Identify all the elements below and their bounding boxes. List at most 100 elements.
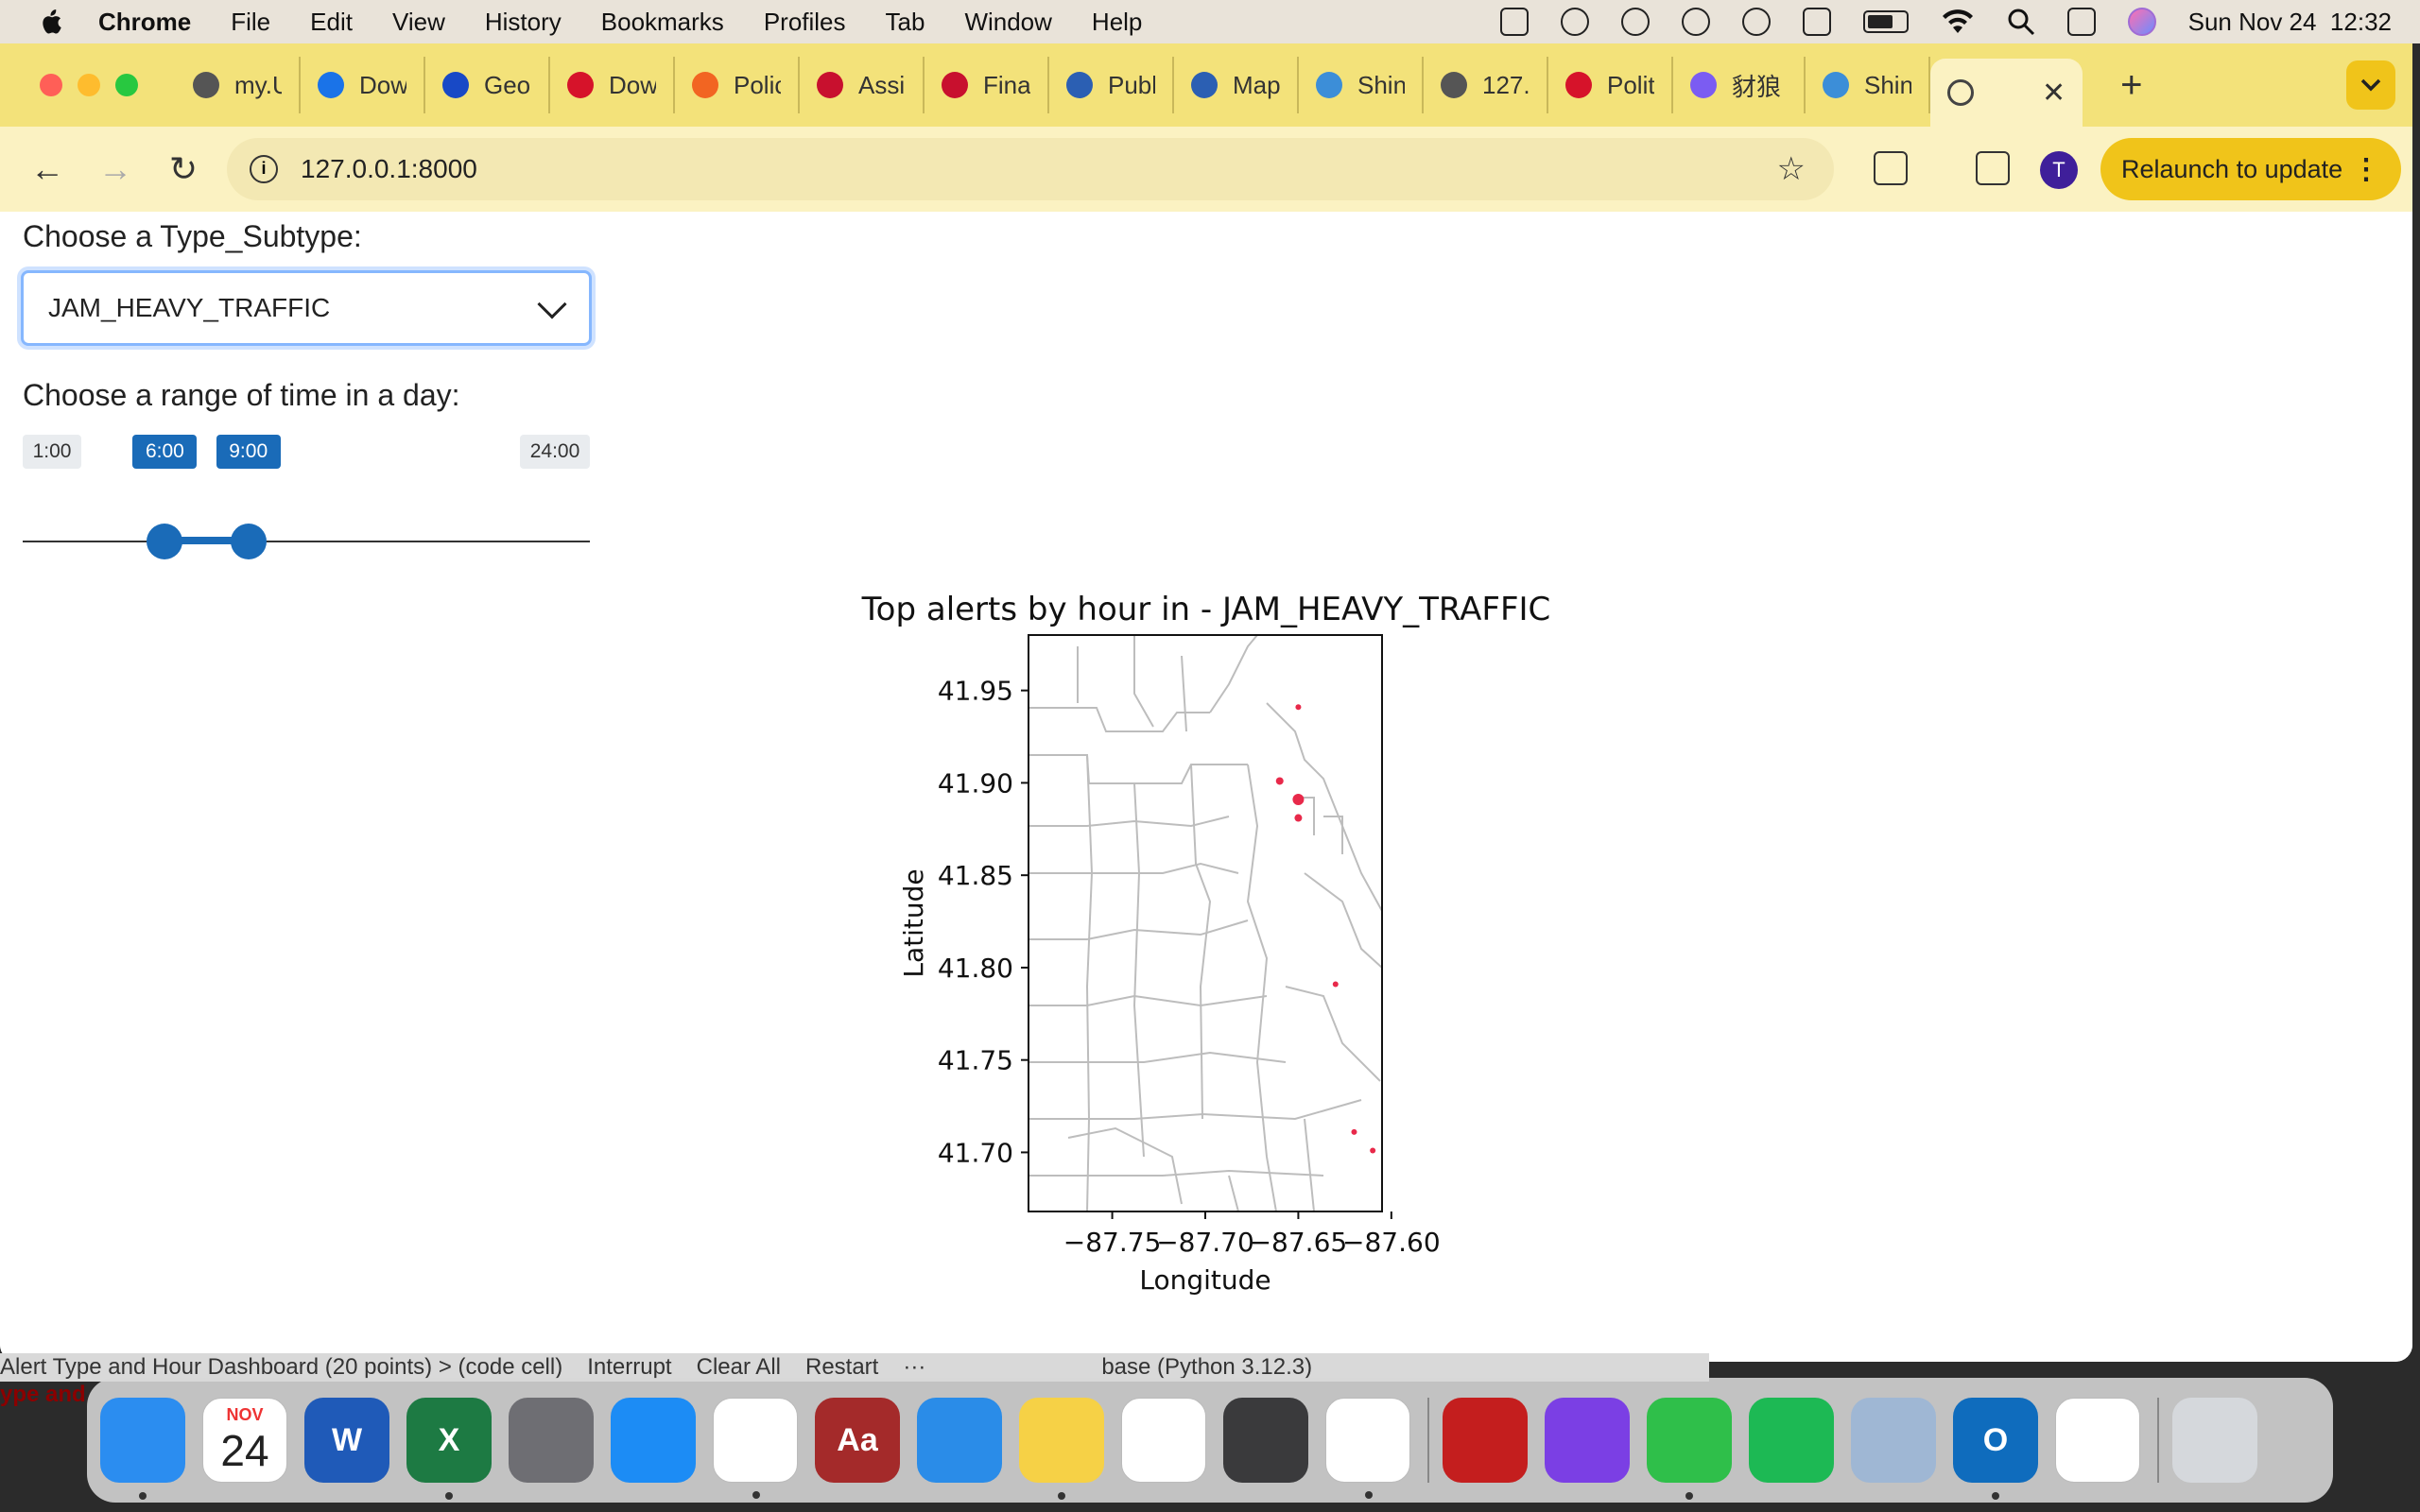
- forward-button[interactable]: →: [98, 149, 132, 188]
- back-button[interactable]: ←: [30, 149, 64, 188]
- airdrop-status-icon[interactable]: [1681, 8, 1710, 36]
- tab-7[interactable]: Publ: [1049, 57, 1174, 113]
- menu-view[interactable]: View: [391, 7, 445, 36]
- acrobat-icon[interactable]: [1443, 1398, 1528, 1483]
- numbers-icon[interactable]: [1647, 1398, 1732, 1500]
- menu-app-name[interactable]: Chrome: [98, 7, 192, 36]
- tab-9[interactable]: Shin: [1299, 57, 1424, 113]
- tab-label: Assi: [858, 70, 906, 99]
- battery-icon[interactable]: [1862, 10, 1909, 33]
- more-menu-icon[interactable]: ⋮: [2352, 153, 2380, 185]
- app-store-icon[interactable]: [611, 1398, 696, 1483]
- tab-4[interactable]: Polic: [675, 57, 800, 113]
- restart-button[interactable]: Restart: [804, 1354, 879, 1380]
- preview-icon[interactable]: [1851, 1398, 1936, 1483]
- boundary-line: [1067, 1118, 1315, 1212]
- reload-button[interactable]: ↻: [168, 149, 199, 188]
- notebook-breadcrumb[interactable]: Alert Type and Hour Dashboard (20 points…: [0, 1354, 563, 1380]
- tab-12[interactable]: 豺狼: [1673, 57, 1806, 113]
- sync-status-icon[interactable]: [1620, 8, 1650, 36]
- tab-label: Dow: [609, 70, 656, 99]
- tab-search-button[interactable]: [2346, 60, 2395, 110]
- excel-icon[interactable]: X: [406, 1398, 492, 1500]
- boundary-line: [1132, 782, 1145, 1158]
- calculator-icon[interactable]: [1223, 1398, 1308, 1483]
- chatgpt-icon[interactable]: [1325, 1398, 1410, 1499]
- notes-icon[interactable]: [1019, 1398, 1104, 1500]
- safari-icon[interactable]: [917, 1398, 1002, 1483]
- word-icon[interactable]: W: [304, 1398, 389, 1483]
- chrome-icon[interactable]: [713, 1398, 798, 1499]
- apple-icon[interactable]: [38, 8, 62, 36]
- menu-bookmarks[interactable]: Bookmarks: [600, 7, 724, 36]
- tab-1[interactable]: Dow: [301, 57, 425, 113]
- tab-5[interactable]: Assi: [800, 57, 925, 113]
- tab-3[interactable]: Dow: [550, 57, 675, 113]
- tab-0[interactable]: my.U: [176, 57, 301, 113]
- tab-2[interactable]: Geol: [425, 57, 550, 113]
- dictionary-icon[interactable]: Aa: [815, 1398, 900, 1483]
- y-tick-label: 41.75: [938, 1045, 1013, 1076]
- menu-tab[interactable]: Tab: [885, 7, 925, 36]
- menu-window[interactable]: Window: [964, 7, 1052, 36]
- play-status-icon[interactable]: [1741, 8, 1771, 36]
- chatgpt-status-icon[interactable]: [1560, 8, 1589, 36]
- address-bar[interactable]: i 127.0.0.1:8000 ☆: [227, 138, 1834, 200]
- interrupt-button[interactable]: Interrupt: [587, 1354, 672, 1380]
- tab-label: 豺狼: [1732, 72, 1782, 101]
- pinwheel-icon[interactable]: [2055, 1398, 2140, 1483]
- tab-label: Map: [1233, 70, 1280, 99]
- outlook-icon[interactable]: O: [1953, 1398, 2038, 1500]
- zoom-window-button[interactable]: [115, 74, 138, 96]
- type-subtype-select[interactable]: JAM_HEAVY_TRAFFIC: [21, 270, 592, 346]
- relaunch-label: Relaunch to update: [2121, 154, 2343, 183]
- close-window-button[interactable]: [40, 74, 62, 96]
- calendar-month: NOV: [226, 1404, 264, 1424]
- tab-11[interactable]: Polit: [1548, 57, 1673, 113]
- tab-active[interactable]: ✕: [1930, 59, 2083, 127]
- bookmark-star-icon[interactable]: ☆: [1776, 151, 1806, 187]
- plot-frame: [1028, 634, 1383, 1212]
- calendar-icon[interactable]: NOV 24: [202, 1398, 287, 1483]
- spotlight-search-icon[interactable]: [2007, 8, 2035, 36]
- input-source-icon[interactable]: [1802, 8, 1831, 36]
- relaunch-to-update-button[interactable]: Relaunch to update ⋮: [2100, 138, 2401, 200]
- slider-from-handle[interactable]: [147, 524, 183, 559]
- siri-icon[interactable]: [2127, 8, 2156, 36]
- system-settings-icon[interactable]: [509, 1398, 594, 1483]
- tab-8[interactable]: Map: [1174, 57, 1299, 113]
- close-tab-icon[interactable]: ✕: [2042, 77, 2066, 109]
- wifi-icon[interactable]: [1941, 9, 1975, 35]
- menu-edit[interactable]: Edit: [310, 7, 353, 36]
- profile-avatar[interactable]: T: [2040, 151, 2078, 189]
- slider-to-handle[interactable]: [230, 524, 267, 559]
- minimize-window-button[interactable]: [78, 74, 100, 96]
- clear-all-button[interactable]: Clear All: [696, 1354, 781, 1380]
- menu-help[interactable]: Help: [1091, 7, 1143, 36]
- menubar-clock[interactable]: Sun Nov 24 12:32: [2187, 7, 2392, 36]
- kernel-indicator[interactable]: base (Python 3.12.3): [1101, 1354, 1313, 1380]
- menu-profiles[interactable]: Profiles: [763, 7, 846, 36]
- spotify-icon[interactable]: [1749, 1398, 1834, 1483]
- finder-icon[interactable]: [100, 1398, 185, 1500]
- outlook-status-icon[interactable]: [1499, 8, 1529, 36]
- tab-13[interactable]: Shin: [1806, 57, 1930, 113]
- github-desktop-icon[interactable]: [1545, 1398, 1630, 1483]
- address-url[interactable]: 127.0.0.1:8000: [301, 154, 477, 183]
- new-tab-button[interactable]: +: [2120, 63, 2143, 106]
- more-options-button[interactable]: ···: [903, 1354, 926, 1380]
- media-controls-icon[interactable]: [1976, 151, 2010, 185]
- dock-separator: [2157, 1398, 2159, 1483]
- vscode-icon[interactable]: [1121, 1398, 1206, 1483]
- trash-icon[interactable]: [2172, 1398, 2257, 1483]
- tab-favicon-icon: [817, 72, 843, 98]
- site-info-icon[interactable]: i: [250, 155, 278, 183]
- menu-file[interactable]: File: [231, 7, 271, 36]
- alert-point: [1292, 794, 1305, 806]
- slider-track[interactable]: [23, 541, 590, 542]
- menu-history[interactable]: History: [484, 7, 562, 36]
- tab-10[interactable]: 127.: [1424, 57, 1548, 113]
- control-center-icon[interactable]: [2066, 8, 2096, 36]
- extensions-icon[interactable]: [1874, 151, 1908, 185]
- tab-6[interactable]: Fina: [925, 57, 1049, 113]
